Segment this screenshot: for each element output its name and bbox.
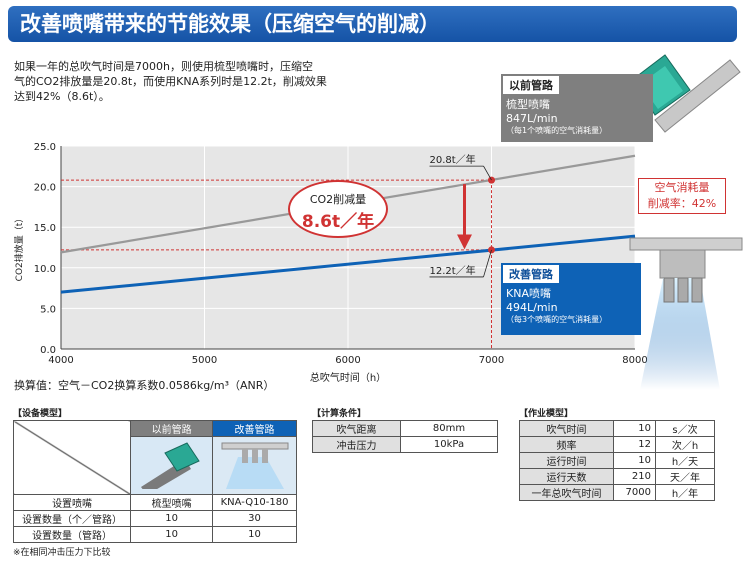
annotation-leader	[483, 165, 492, 181]
row-label: 冲击压力	[312, 436, 401, 453]
row-unit: h／年	[655, 484, 715, 501]
after-box-nozzle: KNA喷嘴	[506, 287, 551, 300]
after-box-note: （每3个喷嘴的空气消耗量）	[506, 315, 608, 324]
x-tick-labels: 4000 5000 6000 7000 8000 总吹气时间（h）	[48, 355, 647, 384]
kna-nozzle-illustration	[629, 237, 743, 390]
co2-reduction-label: CO2削减量	[309, 193, 367, 206]
conversion-note: 换算值：空气－CO2换算系数0.0586kg/m³（ANR）	[14, 379, 275, 392]
col-after-header: 改善管路	[212, 420, 297, 437]
col-before-header: 以前管路	[130, 420, 214, 437]
row-after-value: KNA-Q10-180	[212, 494, 297, 511]
row-label: 频率	[519, 436, 614, 453]
footnote: ※在相同冲击压力下比较	[13, 548, 111, 558]
table-row: 设置数量（管路） 10 10	[12, 526, 297, 543]
intro-text: 如果一年的总吹气时间是7000h，则使用梳型喷嘴时，压缩空 气的CO2排放量是2…	[14, 59, 374, 104]
work-table: 吹气时间 10 s／次 频率 12 次／h 运行时间 10 h／天 运行天数 2…	[519, 420, 715, 501]
row-unit: 次／h	[655, 436, 715, 453]
page-title: 改善喷嘴带来的节能效果（压缩空气的削减）	[8, 6, 737, 42]
row-before-value: 梳型喷嘴	[130, 494, 214, 511]
y-tick-label: 15.0	[34, 223, 56, 234]
row-label: 运行时间	[519, 452, 614, 469]
row-value: 7000	[613, 484, 656, 501]
row-label: 一年总吹气时间	[519, 484, 614, 501]
table-row: 冲击压力 10kPa	[312, 436, 498, 453]
annotation-label: 20.8t／年	[430, 153, 476, 166]
table-row: 设置数量（个／管路） 10 30	[12, 510, 297, 527]
annotation-leader	[483, 249, 492, 278]
before-box-flow: 847L/min	[506, 112, 558, 125]
work-table-title: 【作业模型】	[519, 409, 574, 419]
series-line-after	[60, 234, 636, 294]
row-label: 吹气时间	[519, 420, 614, 437]
y-tick-label: 5.0	[40, 304, 56, 315]
after-box-flow: 494L/min	[506, 301, 558, 314]
calc-table-title: 【计算条件】	[312, 409, 367, 419]
x-tick-label: 5000	[192, 355, 217, 366]
row-label: 运行天数	[519, 468, 614, 485]
y-axis-label: CO2排放量（t）	[13, 214, 25, 282]
before-pipeline-box: 以前管路 梳型喷嘴 847L/min （每1个喷嘴的空气消耗量）	[501, 74, 653, 142]
y-tick-label: 0.0	[40, 345, 56, 356]
equipment-table-title: 【设备模型】	[13, 409, 68, 419]
row-label: 设置数量（管路）	[12, 526, 132, 543]
air-reduction-label: 空气消耗量	[654, 181, 710, 194]
table-row: 频率 12 次／h	[519, 436, 715, 453]
row-before-value: 10	[130, 526, 214, 543]
before-nozzle-photo	[130, 436, 214, 495]
row-value: 80mm	[400, 420, 498, 437]
x-tick-label: 4000	[48, 355, 73, 366]
row-value: 12	[613, 436, 656, 453]
y-tick-label: 20.0	[34, 183, 56, 194]
before-box-note: （每1个喷嘴的空气消耗量）	[506, 126, 608, 135]
equipment-corner-cell	[12, 420, 132, 495]
x-axis-label: 总吹气时间（h）	[310, 371, 386, 384]
row-after-value: 30	[212, 510, 297, 527]
y-tick-label: 25.0	[34, 142, 56, 153]
x-tick-label: 7000	[479, 355, 504, 366]
row-unit: s／次	[655, 420, 715, 437]
row-label: 设置数量（个／管路）	[12, 510, 132, 527]
before-box-header: 以前管路	[503, 76, 559, 94]
equipment-table: 以前管路 改善管路 设置喷嘴 梳型喷嘴 KNA-Q10-180 设置数量（个／管…	[12, 420, 297, 543]
table-row: 一年总吹气时间 7000 h／年	[519, 484, 715, 501]
before-box-nozzle: 梳型喷嘴	[506, 98, 550, 111]
row-value: 210	[613, 468, 656, 485]
after-pipeline-box: 改善管路 KNA喷嘴 494L/min （每3个喷嘴的空气消耗量）	[501, 263, 641, 335]
calc-table: 吹气距离 80mm 冲击压力 10kPa	[312, 420, 498, 453]
row-before-value: 10	[130, 510, 214, 527]
intro-line-3: 达到42%（8.6t）。	[14, 90, 110, 103]
x-tick-label: 6000	[335, 355, 360, 366]
y-tick-label: 10.0	[34, 264, 56, 275]
table-row: 吹气时间 10 s／次	[519, 420, 715, 437]
after-box-header: 改善管路	[503, 265, 559, 283]
comb-nozzle-illustration	[631, 54, 741, 133]
intro-line-1: 如果一年的总吹气时间是7000h，则使用梳型喷嘴时，压缩空	[14, 60, 313, 73]
y-tick-labels: 0.0 5.0 10.0 15.0 20.0 25.0	[34, 142, 56, 356]
intro-line-2: 气的CO2排放量是20.8t，而使用KNA系列时是12.2t，削减效果	[14, 75, 327, 88]
air-reduction-callout: 空气消耗量 削减率：42%	[638, 178, 726, 214]
row-label: 设置喷嘴	[12, 494, 132, 511]
row-after-value: 10	[212, 526, 297, 543]
row-value: 10	[613, 452, 656, 469]
x-tick-label: 8000	[622, 355, 647, 366]
table-row: 吹气距离 80mm	[312, 420, 498, 437]
co2-reduction-value: 8.6t／年	[301, 212, 375, 232]
table-row: 设置喷嘴 梳型喷嘴 KNA-Q10-180	[12, 494, 297, 511]
y-axis-label-text: CO2排放量（t）	[13, 214, 25, 282]
table-row: 运行时间 10 h／天	[519, 452, 715, 469]
row-unit: h／天	[655, 452, 715, 469]
annotation-label: 12.2t／年	[430, 264, 476, 277]
row-value: 10kPa	[400, 436, 498, 453]
row-label: 吹气距离	[312, 420, 401, 437]
table-row: 运行天数 210 天／年	[519, 468, 715, 485]
row-unit: 天／年	[655, 468, 715, 485]
after-nozzle-photo	[212, 436, 297, 495]
co2-reduction-oval: CO2削减量 8.6t／年	[288, 180, 388, 238]
air-reduction-rate: 削减率：42%	[647, 197, 717, 210]
row-value: 10	[613, 420, 656, 437]
